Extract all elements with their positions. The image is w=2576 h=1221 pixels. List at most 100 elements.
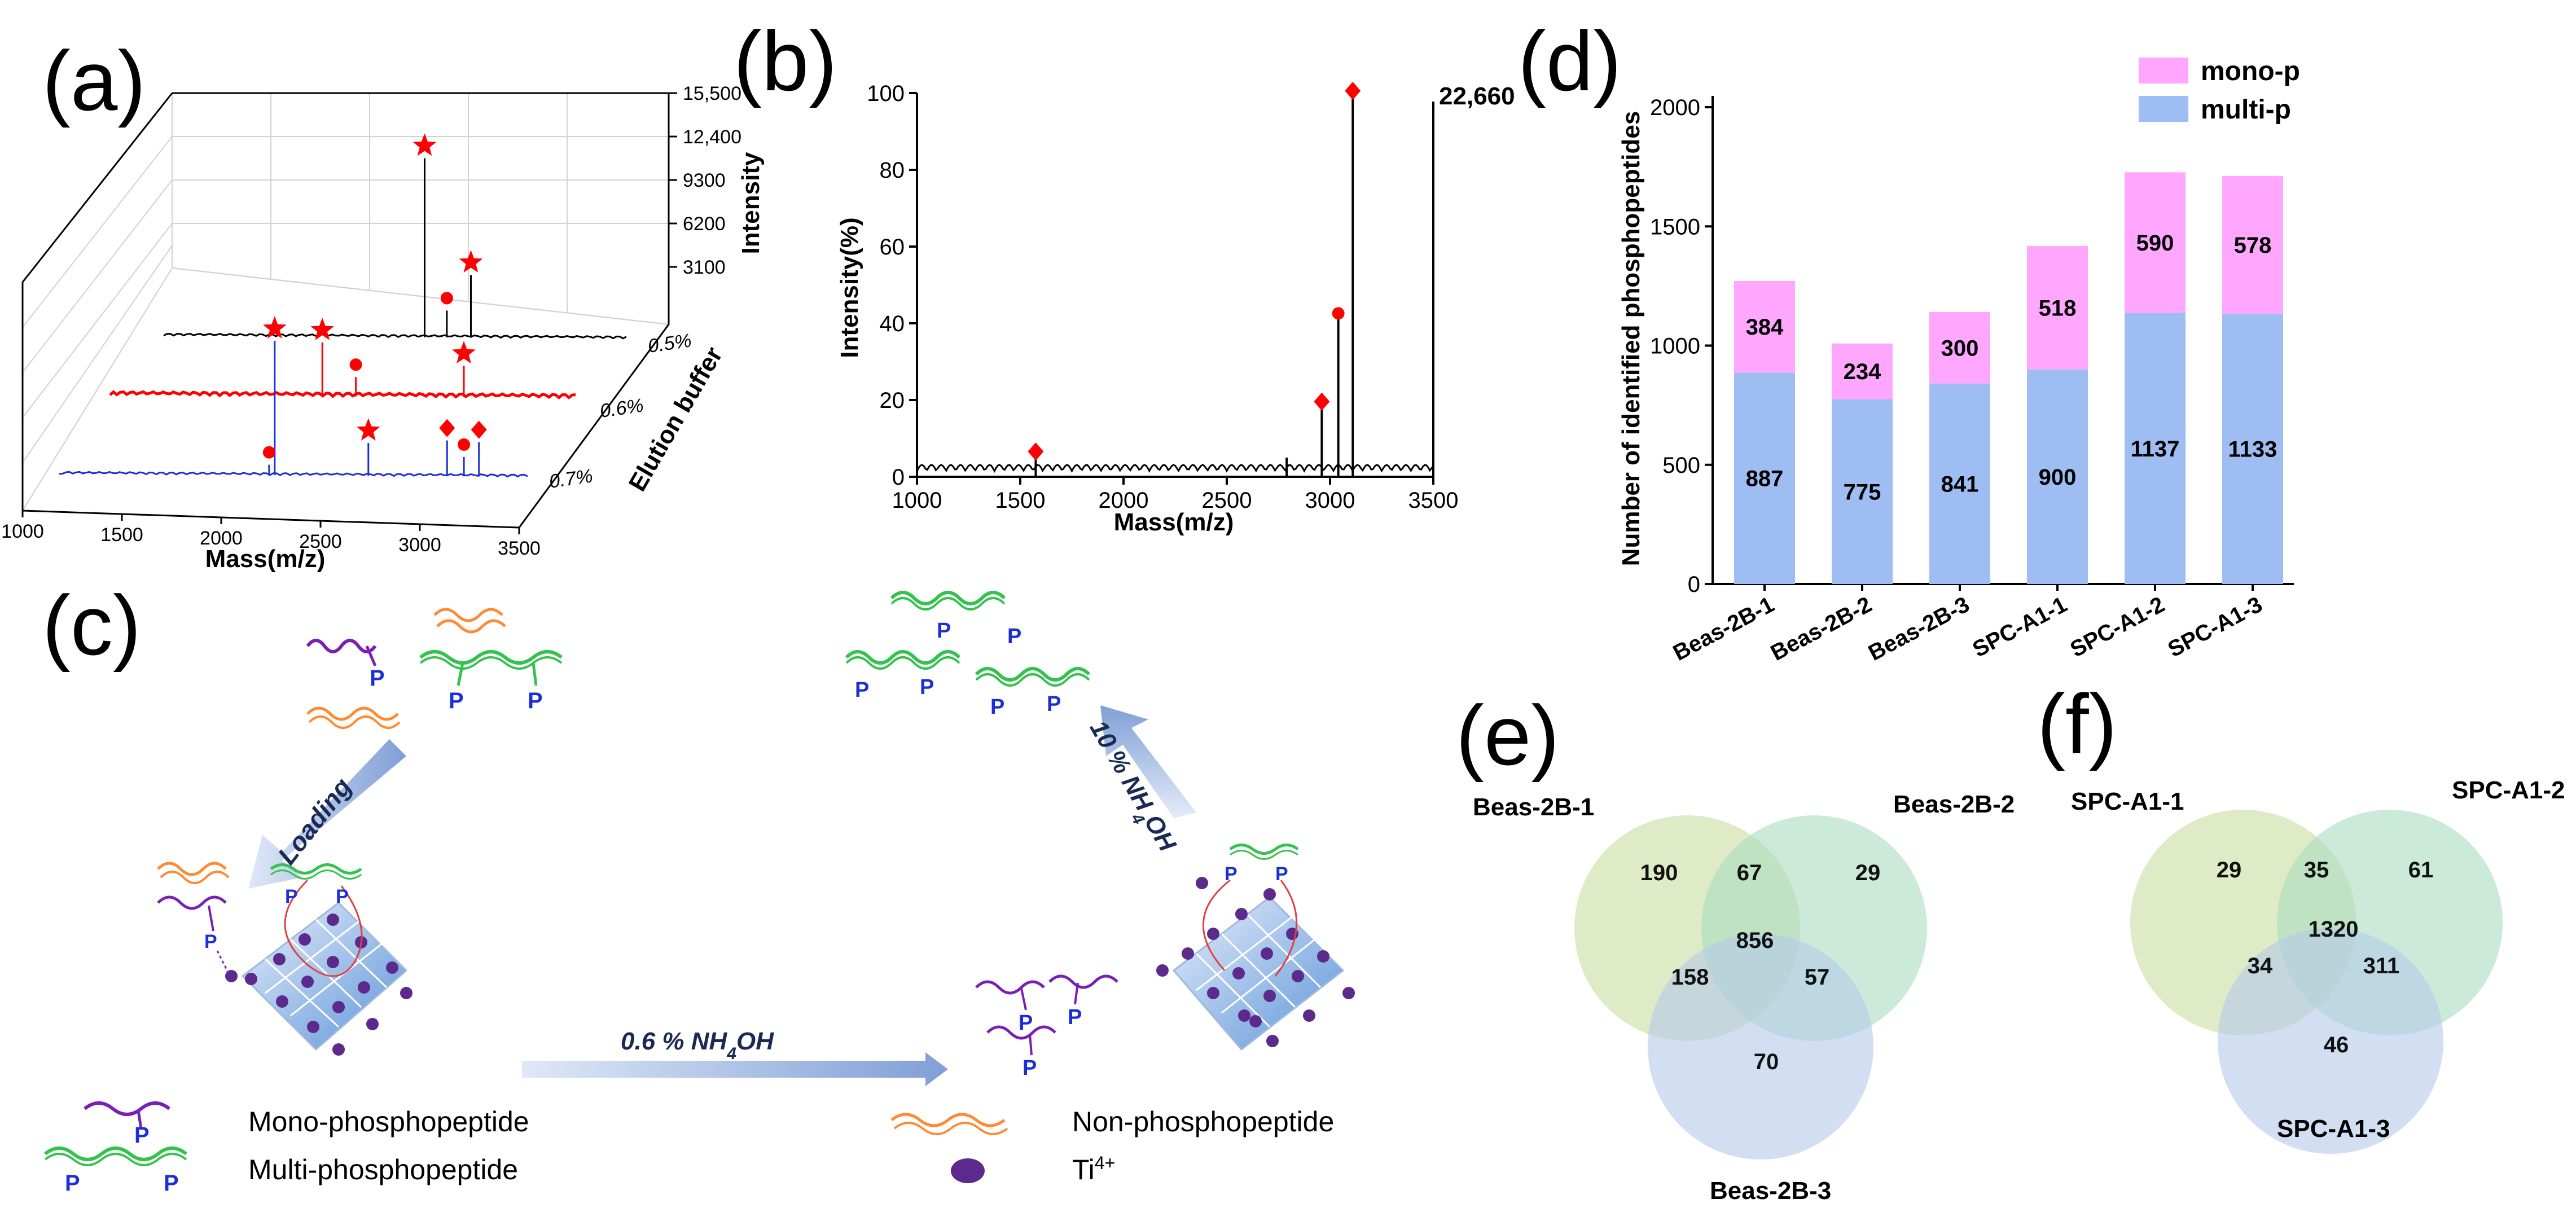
a-baseline — [163, 332, 627, 340]
d-bar-mono — [2027, 245, 2088, 370]
a-z-tick-label: 6200 — [683, 213, 726, 235]
venn-f-circle-3 — [2218, 928, 2443, 1154]
a-z-tick-label: 3100 — [683, 257, 726, 278]
venn-f-r23: 311 — [2363, 954, 2400, 978]
p-label: P — [528, 688, 543, 713]
a-x-tick-label: 1500 — [100, 524, 143, 546]
a-x-tick-label: 3000 — [398, 534, 441, 556]
p-label: P — [204, 931, 217, 952]
a-peak-marker — [349, 358, 362, 371]
panel-label-c: (c) — [42, 578, 141, 673]
d-category-label: Beas-2B-1 — [1669, 592, 1778, 666]
panel-d-category-labels: Beas-2B-1Beas-2B-2Beas-2B-3SPC-A1-1SPC-A… — [1669, 584, 2266, 666]
p-label: P — [65, 1171, 80, 1196]
panel-d-bars: 887 384 775 234 841 300 900 518 1137 590 1133 578 — [1734, 172, 2283, 584]
panel-b-x-ticks: 1000 1500 2000 2500 3000 3500 — [892, 477, 1458, 513]
d-category-label: SPC-A1-1 — [1969, 592, 2072, 662]
a-peak-marker — [262, 446, 275, 459]
a-series-label: 0.7% — [548, 465, 594, 493]
b-y-tick-label: 80 — [880, 158, 905, 183]
panel-a-intensity-label: Intensity — [737, 152, 765, 254]
d-label-mono: 518 — [2039, 296, 2077, 320]
d-bar-multi — [2027, 369, 2088, 584]
d-bar-mono — [2222, 176, 2283, 314]
d-label-multi: 1133 — [2228, 437, 2277, 462]
p-label: P — [449, 688, 464, 713]
b-y-tick-label: 0 — [892, 465, 905, 490]
d-bar-multi — [1734, 372, 1795, 584]
d-label-multi: 900 — [2039, 465, 2077, 490]
d-bar-mono — [2125, 172, 2186, 313]
a-peak-marker — [459, 250, 483, 273]
panel-label-f: (f) — [2037, 677, 2117, 771]
d-label-multi: 775 — [1844, 480, 1881, 504]
panel-b-spectrum: 0 20 40 60 80 100 1000 1500 2000 2500 3000 3500 22… — [836, 81, 1515, 536]
p-label: P — [1068, 1005, 1082, 1029]
nh4-subscript: 4 — [726, 1044, 736, 1063]
b-x-tick-label: 1500 — [995, 488, 1046, 513]
p-label: P — [855, 678, 869, 702]
released-mono-peptides: P P P — [975, 974, 1118, 1080]
legend-non-label: Non-phosphopeptide — [1072, 1106, 1334, 1137]
p-label: P — [990, 695, 1004, 719]
b-x-tick-label: 1000 — [892, 488, 942, 513]
a-x-tick-label: 3500 — [498, 538, 541, 559]
panel-c-schematic: P P P Loading — [44, 591, 1355, 1196]
loading-peptides: P P P — [306, 608, 563, 729]
panel-b-y-label: Intensity(%) — [836, 217, 863, 358]
venn-e-r23: 57 — [1805, 965, 1830, 990]
d-y-tick-label: 1000 — [1650, 334, 1700, 359]
a-peak-marker — [440, 292, 453, 305]
b-y-tick-label: 20 — [880, 388, 905, 413]
panel-d-stacked-bar-chart: 0 500 1000 1500 2000 887 384 775 234 841 300 900 51… — [1617, 56, 2300, 666]
panel-a-intensity-ticks: 15,500 12,400 9300 6200 3100 — [669, 83, 741, 278]
venn-f-set-3: SPC-A1-3 — [2277, 1115, 2390, 1143]
panel-d-y-ticks: 0 500 1000 1500 2000 — [1650, 95, 1713, 597]
b-y-tick-label: 100 — [867, 81, 905, 106]
legend-multi-swatch — [2139, 96, 2188, 122]
venn-f-only1: 29 — [2217, 858, 2242, 882]
b-y-tick-label: 40 — [880, 311, 905, 336]
material-left: P P P — [157, 862, 412, 1056]
b-x-tick-label: 3000 — [1305, 488, 1355, 513]
b-peak-marker — [1332, 307, 1345, 320]
venn-e-only3: 70 — [1754, 1049, 1779, 1074]
d-label-mono: 578 — [2234, 233, 2272, 258]
panel-d-y-label: Number of identified phosphopeptides — [1617, 111, 1645, 566]
panel-b-peaks — [1028, 82, 1361, 477]
legend-mono-label: Mono-phosphopeptide — [248, 1106, 529, 1137]
d-category-label: SPC-A1-3 — [2164, 592, 2267, 662]
b-peak-marker — [1028, 442, 1044, 461]
a-x-tick-label: 1000 — [1, 521, 44, 542]
a-baseline — [109, 390, 576, 399]
venn-f-set-2: SPC-A1-2 — [2452, 776, 2565, 804]
b-y-tick-label: 60 — [880, 235, 905, 260]
d-label-mono: 590 — [2136, 231, 2174, 256]
a-series-label: 0.5% — [647, 330, 693, 357]
released-multi-peptides: P P P P P P — [845, 591, 1091, 719]
p-label: P — [134, 1123, 150, 1148]
d-label-multi: 887 — [1746, 467, 1784, 491]
d-category-label: Beas-2B-2 — [1767, 592, 1876, 666]
p-label: P — [1022, 1056, 1037, 1080]
panel-label-d: (d) — [1518, 14, 1621, 108]
panel-a-mass-ticks: 1000 1500 2000 2500 3000 3500 — [1, 511, 541, 559]
venn-e-set-1: Beas-2B-1 — [1473, 793, 1594, 821]
panel-label-a: (a) — [42, 33, 146, 128]
p-label: P — [920, 675, 934, 699]
venn-e-set-3: Beas-2B-3 — [1710, 1177, 1831, 1205]
p-label: P — [370, 666, 385, 691]
a-series-0.7%: 0.7% — [59, 316, 594, 493]
d-bar-multi — [1832, 399, 1893, 584]
p-label: P — [1275, 863, 1288, 885]
p-label: P — [336, 886, 349, 907]
p-label: P — [1007, 625, 1021, 648]
p-label: P — [285, 886, 298, 907]
a-peak-marker — [412, 133, 437, 156]
d-label-multi: 841 — [1941, 472, 1979, 497]
d-label-mono: 384 — [1746, 315, 1784, 340]
a-series-label: 0.6% — [599, 395, 645, 422]
elution-06-label: 0.6 % NH4OH — [621, 1027, 774, 1063]
panel-b-baseline — [916, 464, 1434, 475]
legend-ti-swatch — [951, 1158, 985, 1183]
